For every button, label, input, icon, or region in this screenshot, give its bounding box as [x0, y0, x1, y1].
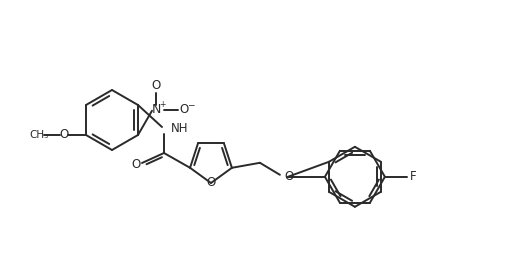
Text: O: O: [207, 176, 216, 188]
Text: +: +: [159, 100, 165, 109]
Text: −: −: [187, 100, 195, 109]
Text: O: O: [179, 103, 188, 116]
Text: O: O: [131, 158, 140, 172]
Text: N: N: [152, 103, 161, 116]
Text: NH: NH: [171, 121, 188, 134]
Text: CH₃: CH₃: [29, 130, 48, 140]
Text: O: O: [60, 129, 69, 142]
Text: F: F: [410, 170, 416, 183]
Text: O: O: [284, 170, 293, 183]
Text: O: O: [152, 79, 161, 92]
